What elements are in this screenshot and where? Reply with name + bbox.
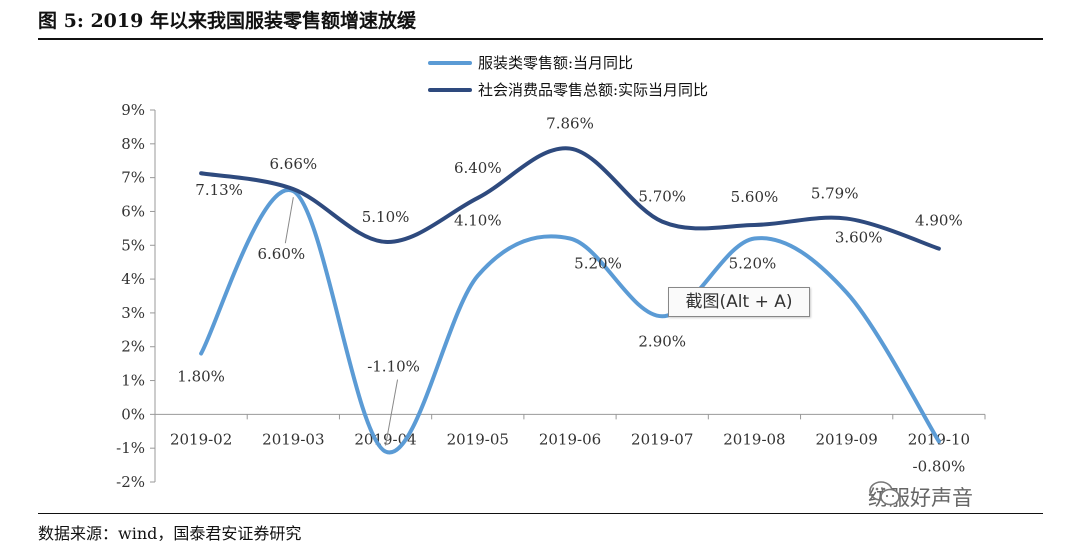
x-tick-label: 2019-05 [447, 430, 509, 448]
data-label: 3.60% [835, 229, 883, 247]
data-label: 4.90% [915, 212, 963, 230]
series-lines [199, 146, 941, 455]
x-tick-label: 2019-08 [723, 430, 785, 448]
x-tick-label: 2019-03 [262, 430, 324, 448]
y-tick-label: 6% [121, 202, 145, 220]
data-label: 5.70% [638, 188, 686, 206]
data-label: 5.79% [811, 185, 859, 203]
figure-title: 图 5: 2019 年以来我国服装零售额增速放缓 [38, 10, 416, 32]
data-label: 2.90% [638, 332, 686, 350]
data-label: 5.60% [731, 188, 779, 206]
data-label: 6.40% [454, 159, 502, 177]
x-tick-label: 2019-07 [631, 430, 693, 448]
watermark: 纺服好声音 [868, 480, 973, 514]
leader-line [385, 379, 399, 446]
x-axis: 2019-02 2019-03 2019-04 2019-05 2019-06 2019-… [154, 413, 986, 448]
y-tick-label: 2% [121, 338, 145, 356]
screenshot-tooltip: 截图(Alt + A) [668, 287, 810, 317]
x-tick-label: 2019-06 [539, 430, 601, 448]
y-tick-label: 1% [121, 372, 145, 390]
data-label: 7.86% [546, 115, 594, 133]
y-tick-label: 3% [121, 304, 145, 322]
y-tick-label: 7% [121, 169, 145, 187]
y-tick-label: 5% [121, 236, 145, 254]
data-label: 6.60% [258, 245, 306, 263]
leader-line [284, 197, 294, 244]
data-label: 6.66% [270, 155, 318, 173]
data-label: 5.10% [362, 208, 410, 226]
series-line-1 [199, 188, 941, 455]
y-tick-label: 0% [121, 405, 145, 423]
y-tick-label: -2% [116, 473, 145, 491]
legend-label-2: 社会消费品零售总额:实际当月同比 [478, 81, 708, 99]
data-label: 1.80% [177, 367, 225, 385]
y-tick-label: 9% [121, 101, 145, 119]
x-tick-label: 2019-09 [815, 430, 877, 448]
y-tick-label: 4% [121, 270, 145, 288]
top-rule [38, 38, 1043, 40]
y-tick-label: -1% [116, 439, 145, 457]
y-tick-label: 8% [121, 135, 145, 153]
data-label: 5.20% [574, 255, 622, 273]
legend-label-1: 服装类零售额:当月同比 [478, 54, 633, 72]
series-line-2 [199, 146, 941, 251]
wechat-icon [869, 481, 900, 506]
data-label: -1.10% [367, 358, 420, 376]
data-label: -0.80% [913, 457, 966, 475]
source-note: 数据来源：wind，国泰君安证券研究 [38, 524, 302, 543]
data-label: 4.10% [454, 212, 502, 230]
x-tick-label: 2019-02 [170, 430, 232, 448]
bottom-rule [38, 513, 1043, 514]
data-labels: 1.80% 6.60% -1.10% 4.10% 5.20% 2.90% 5.20% 3.60… [177, 115, 965, 476]
y-axis: -2% -1% 0% 1% 2% 3% 4% 5% 6% 7% 8% 9% [116, 101, 156, 491]
data-label: 5.20% [729, 255, 777, 273]
data-label: 7.13% [195, 181, 243, 199]
